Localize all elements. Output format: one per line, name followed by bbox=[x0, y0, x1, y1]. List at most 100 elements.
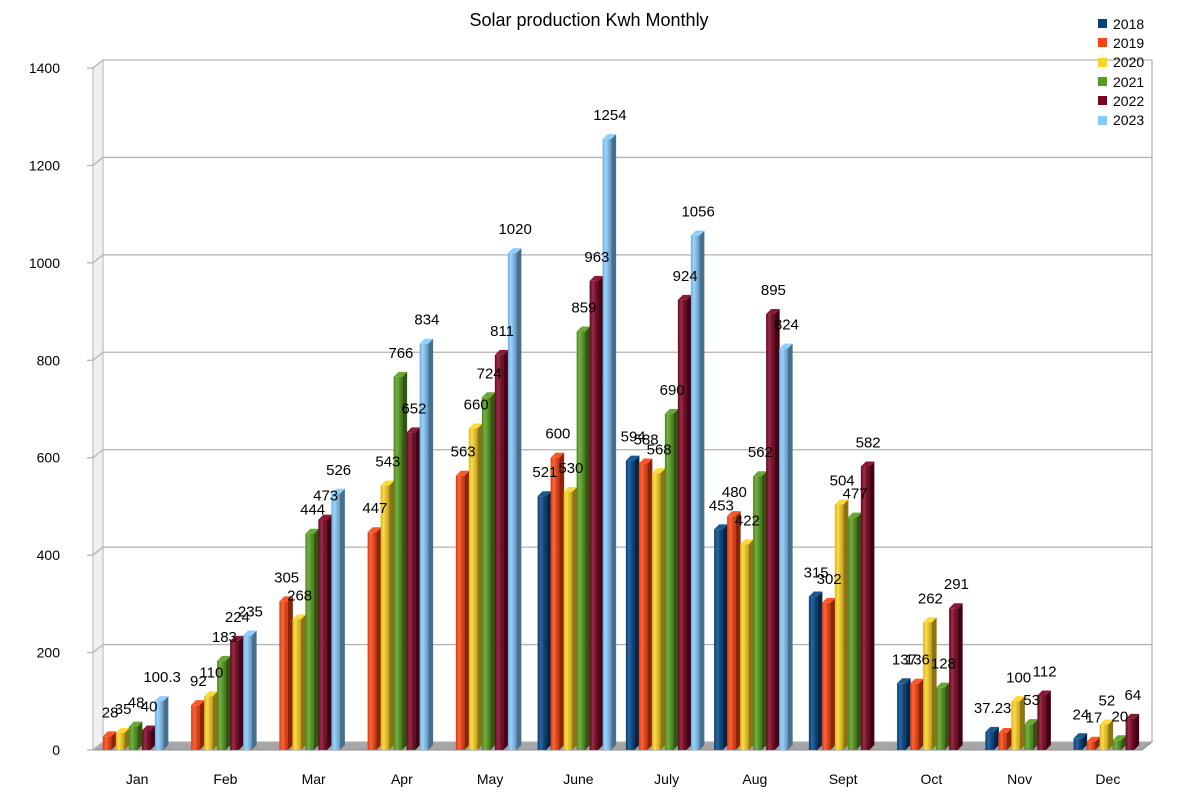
data-label-2023-Aug: 824 bbox=[774, 317, 799, 334]
bar-2020-Dec bbox=[1099, 719, 1114, 750]
data-label-2019-Sept: 302 bbox=[817, 571, 842, 588]
bar-2020-Oct bbox=[923, 617, 937, 750]
y-tick-label: 1000 bbox=[29, 255, 60, 271]
bar-2021-July bbox=[664, 408, 679, 750]
bar-2019-May bbox=[455, 470, 470, 750]
bar-2022-Apr bbox=[406, 427, 421, 750]
bar-2020-June bbox=[563, 486, 578, 750]
bar-2023-Apr bbox=[419, 338, 434, 750]
legend-item-2020: 2020 bbox=[1098, 53, 1144, 72]
data-label-2020-Sept: 504 bbox=[830, 472, 855, 489]
data-label-2018-Nov: 37.23 bbox=[974, 700, 1012, 717]
bar-2022-June bbox=[589, 275, 604, 750]
data-label-2018-Dec: 24 bbox=[1073, 706, 1090, 723]
data-label-2022-Apr: 652 bbox=[401, 400, 426, 417]
data-label-2021-Aug: 562 bbox=[748, 444, 773, 461]
data-label-2020-Jan: 35 bbox=[115, 701, 132, 718]
bar-2022-Dec bbox=[1125, 713, 1140, 750]
data-label-2019-July: 588 bbox=[634, 432, 659, 449]
legend-item-2023: 2023 bbox=[1098, 110, 1144, 129]
bar-2022-Feb bbox=[230, 635, 244, 750]
bar-2020-Feb bbox=[204, 691, 218, 750]
data-label-2019-Dec: 17 bbox=[1086, 710, 1103, 727]
data-label-2022-Jan: 40 bbox=[141, 699, 158, 716]
gridline bbox=[92, 449, 104, 459]
legend-label: 2021 bbox=[1113, 73, 1145, 90]
data-label-2021-Nov: 53 bbox=[1023, 692, 1040, 709]
bar-2019-July bbox=[638, 458, 653, 750]
x-tick-label: June bbox=[563, 771, 594, 787]
x-tick-label: Sept bbox=[829, 771, 858, 787]
bar-2022-Oct bbox=[949, 603, 963, 750]
data-label-2021-May: 724 bbox=[477, 365, 502, 382]
x-tick-label: July bbox=[654, 771, 679, 787]
legend-label: 2023 bbox=[1113, 112, 1145, 129]
legend-item-2021: 2021 bbox=[1098, 72, 1144, 91]
bar-2021-Sept bbox=[847, 512, 862, 750]
y-tick-label: 200 bbox=[37, 645, 61, 661]
data-label-2018-Sept: 315 bbox=[804, 565, 829, 582]
data-label-2023-Apr: 834 bbox=[414, 312, 439, 329]
gridline bbox=[92, 741, 104, 751]
y-tick-label: 400 bbox=[37, 547, 61, 563]
bar-2020-July bbox=[651, 468, 666, 750]
data-label-2019-May: 563 bbox=[451, 444, 476, 461]
bar-2019-Apr bbox=[367, 527, 382, 750]
data-label-2023-Feb: 235 bbox=[238, 604, 263, 621]
bar-2022-Jan bbox=[141, 725, 156, 750]
data-label-2019-Feb: 92 bbox=[190, 673, 207, 690]
legend-label: 2022 bbox=[1113, 92, 1145, 109]
bar-2018-Sept bbox=[808, 591, 823, 750]
bar-2023-Mar bbox=[331, 488, 345, 750]
data-label-2022-Mar: 473 bbox=[313, 488, 338, 505]
chart-legend: 2018 2019 2020 2021 2022 2023 bbox=[1098, 14, 1144, 130]
chart-title: Solar production Kwh Monthly bbox=[469, 10, 709, 30]
legend-swatch bbox=[1098, 38, 1107, 48]
gridline bbox=[92, 351, 104, 361]
bar-2019-June bbox=[550, 452, 565, 750]
data-label-2021-Jan: 48 bbox=[128, 695, 145, 712]
legend-swatch bbox=[1098, 96, 1107, 106]
x-tick-label: Jan bbox=[126, 771, 149, 787]
legend-swatch bbox=[1098, 57, 1107, 67]
data-label-2022-Nov: 112 bbox=[1033, 663, 1057, 680]
y-tick-label: 1200 bbox=[29, 157, 60, 173]
x-tick-label: Apr bbox=[391, 771, 413, 787]
legend-label: 2020 bbox=[1113, 54, 1145, 71]
data-label-2018-Aug: 453 bbox=[709, 497, 734, 514]
data-label-2020-Feb: 110 bbox=[199, 664, 223, 681]
x-tick-label: Aug bbox=[742, 771, 767, 787]
bar-2018-Nov bbox=[985, 726, 999, 750]
bar-2020-Nov bbox=[1011, 696, 1025, 750]
data-label-2023-June: 1254 bbox=[593, 107, 626, 124]
data-label-2021-Mar: 444 bbox=[300, 502, 325, 519]
gridline bbox=[92, 546, 104, 556]
bar-2023-Aug bbox=[779, 343, 793, 750]
bar-2021-Dec bbox=[1112, 735, 1127, 750]
bar-2018-June bbox=[537, 491, 552, 750]
bar-2019-Oct bbox=[910, 678, 924, 750]
data-label-2022-Sept: 582 bbox=[856, 434, 881, 451]
data-label-2021-Dec: 20 bbox=[1112, 708, 1129, 725]
gridline bbox=[92, 644, 104, 654]
data-label-2020-Apr: 543 bbox=[375, 453, 400, 470]
x-tick-label: Nov bbox=[1007, 771, 1032, 787]
bar-2022-July bbox=[677, 294, 692, 750]
y-tick-label: 1400 bbox=[29, 60, 60, 76]
bar-2020-Jan bbox=[115, 727, 130, 750]
legend-swatch bbox=[1098, 115, 1107, 125]
data-label-2021-July: 690 bbox=[660, 382, 685, 399]
bar-2021-Feb bbox=[217, 655, 231, 750]
data-label-2021-Sept: 477 bbox=[843, 486, 868, 503]
data-label-2020-Mar: 268 bbox=[287, 587, 312, 604]
data-label-2020-July: 568 bbox=[647, 441, 672, 458]
data-label-2019-Mar: 305 bbox=[274, 569, 299, 586]
data-label-2023-Mar: 526 bbox=[326, 462, 351, 479]
bar-2021-Apr bbox=[393, 371, 408, 750]
data-label-2019-Aug: 480 bbox=[722, 484, 747, 501]
bar-2021-Mar bbox=[305, 528, 319, 750]
data-label-2018-Oct: 137 bbox=[892, 651, 917, 668]
bar-2018-Dec bbox=[1073, 733, 1088, 750]
data-label-2022-May: 811 bbox=[490, 323, 514, 340]
